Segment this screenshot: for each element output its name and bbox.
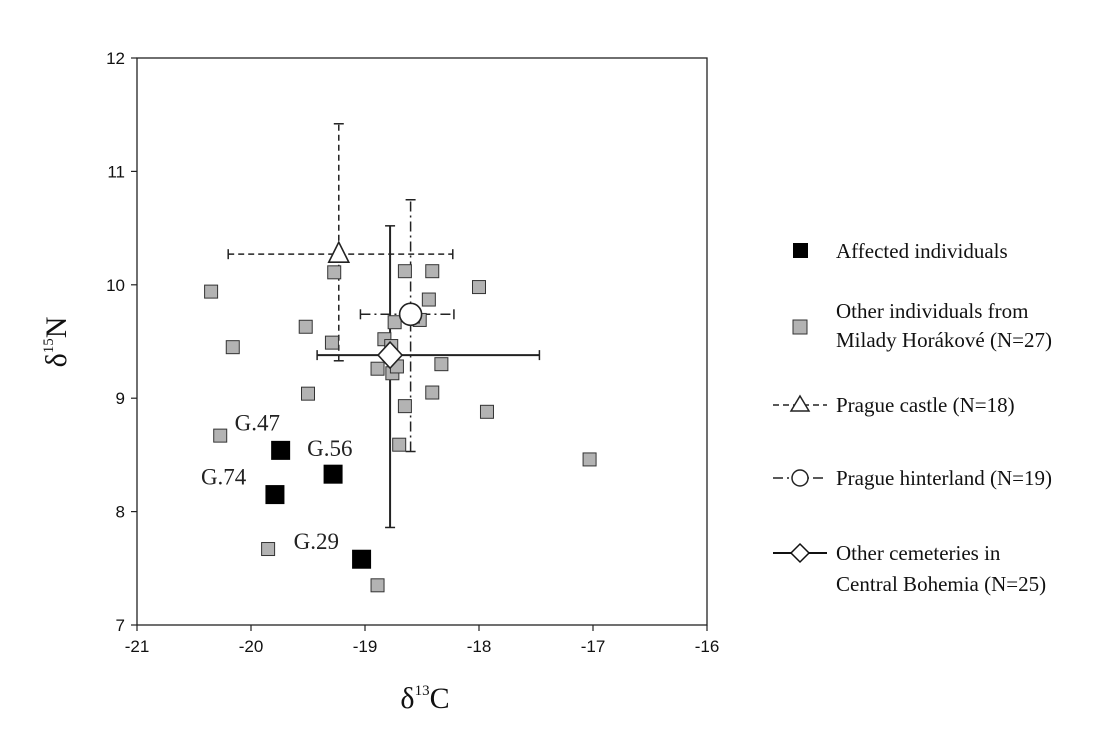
- group-mean-markers: [329, 242, 422, 368]
- other-individual-point: [398, 265, 411, 278]
- x-tick-label: -20: [239, 637, 264, 656]
- other-individual-point: [328, 266, 341, 279]
- y-tick-label: 8: [116, 503, 125, 522]
- legend-prague-castle-triangle: [791, 396, 809, 411]
- affected-point-label: G.56: [307, 436, 352, 461]
- x-tick-label: -17: [581, 637, 606, 656]
- other-individual-point: [371, 362, 384, 375]
- y-axis-title-sup: 15: [41, 338, 57, 353]
- legend-prague-hinterland-label: Prague hinterland (N=19): [836, 466, 1052, 490]
- other-individual-point: [325, 336, 338, 349]
- y-axis-title-delta: δ: [40, 353, 73, 367]
- other-individual-point: [426, 265, 439, 278]
- plot-frame: [137, 58, 707, 625]
- x-axis-ticks: -21 -20 -19 -18 -17 -16: [125, 625, 720, 656]
- legend: Affected individuals Other individuals f…: [773, 239, 1052, 596]
- other-individual-point: [473, 281, 486, 294]
- prague-hinterland-mean-marker: [400, 303, 422, 325]
- x-tick-label: -21: [125, 637, 150, 656]
- affected-individual-point: [271, 441, 290, 460]
- x-axis-title-element: C: [430, 682, 450, 715]
- y-tick-label: 12: [106, 49, 125, 68]
- legend-prague-hinterland-circle: [792, 470, 808, 486]
- y-axis-title-element: N: [40, 317, 73, 339]
- other-individual-point: [226, 341, 239, 354]
- legend-others-swatch: [793, 320, 807, 334]
- affected-point-label: G.47: [235, 410, 280, 435]
- other-individual-point: [302, 387, 315, 400]
- y-axis-title: δ15N: [40, 317, 73, 368]
- legend-affected-swatch: [793, 243, 808, 258]
- y-tick-label: 7: [116, 616, 125, 635]
- x-tick-label: -16: [695, 637, 720, 656]
- other-individual-point: [398, 400, 411, 413]
- affected-point-label: G.29: [294, 529, 339, 554]
- other-individual-point: [214, 429, 227, 442]
- other-individual-point: [422, 293, 435, 306]
- other-individual-point: [388, 316, 401, 329]
- other-individual-point: [435, 358, 448, 371]
- other-individual-point: [393, 438, 406, 451]
- x-tick-label: -19: [353, 637, 378, 656]
- legend-other-cemeteries-label-line2: Central Bohemia (N=25): [836, 572, 1046, 596]
- y-tick-label: 11: [107, 162, 125, 181]
- other-individual-point: [299, 320, 312, 333]
- affected-individual-point: [352, 550, 371, 569]
- y-tick-label: 10: [106, 276, 125, 295]
- x-axis-title-sup: 13: [415, 683, 430, 699]
- y-axis-ticks: 7 8 9 10 11 12: [106, 49, 137, 635]
- other-individual-point: [371, 579, 384, 592]
- other-individual-point: [426, 386, 439, 399]
- other-individual-point: [205, 285, 218, 298]
- legend-others-label-line1: Other individuals from: [836, 299, 1028, 323]
- x-tick-label: -18: [467, 637, 492, 656]
- other-individual-point: [262, 543, 275, 556]
- legend-other-cemeteries-diamond: [791, 544, 809, 562]
- affected-individual-point: [324, 465, 343, 484]
- prague-castle-mean-marker: [329, 242, 349, 262]
- error-bars: [228, 124, 539, 528]
- other-individual-point: [480, 405, 493, 418]
- y-tick-label: 9: [116, 389, 125, 408]
- other-individual-point: [583, 453, 596, 466]
- legend-prague-castle-label: Prague castle (N=18): [836, 393, 1015, 417]
- affected-point-label: G.74: [201, 465, 247, 490]
- x-axis-title: δ13C: [400, 682, 449, 715]
- legend-other-cemeteries-label-line1: Other cemeteries in: [836, 541, 1001, 565]
- affected-individual-point: [265, 485, 284, 504]
- x-axis-title-delta: δ: [400, 682, 414, 715]
- legend-others-label-line2: Milady Horákové (N=27): [836, 328, 1052, 352]
- legend-affected-label: Affected individuals: [836, 239, 1008, 263]
- plot-area: [137, 58, 707, 625]
